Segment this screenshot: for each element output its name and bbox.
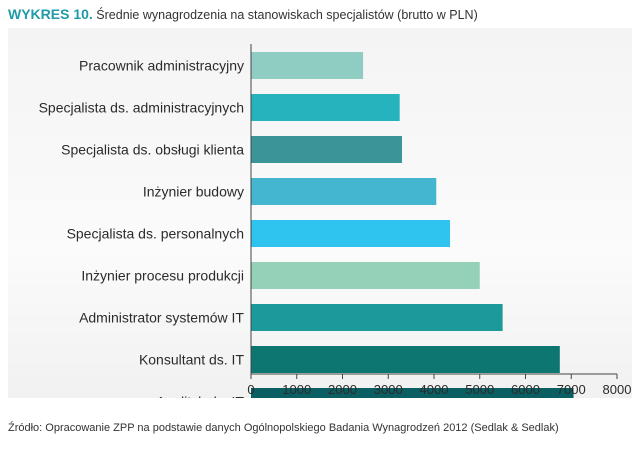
x-tick-label: 3000: [374, 382, 403, 397]
category-label: Specjalista ds. administracyjnych: [39, 100, 244, 116]
bar: [251, 304, 503, 331]
x-tick-label: 1000: [282, 382, 311, 397]
source-note: Źródło: Opracowanie ZPP na podstawie dan…: [8, 422, 559, 434]
x-tick-label: 0: [247, 382, 254, 397]
chart-panel: Pracownik administracyjny Specjalista ds.…: [8, 28, 632, 398]
x-tick-label: 2000: [328, 382, 357, 397]
category-label: Inżynier procesu produkcji: [81, 268, 244, 284]
category-label: Specjalista ds. personalnych: [67, 226, 244, 242]
x-tick-label: 6000: [511, 382, 540, 397]
bar: [251, 178, 437, 205]
category-label: Analityk ds. IT: [156, 394, 244, 399]
x-tick-label: 8000: [603, 382, 632, 397]
bar: [251, 136, 402, 163]
bar: [251, 94, 400, 121]
chart-title-text: Średnie wynagrodzenia na stanowiskach sp…: [96, 8, 478, 22]
category-label: Administrator systemów IT: [79, 310, 244, 326]
category-label: Inżynier budowy: [143, 184, 244, 200]
category-label: Pracownik administracyjny: [79, 58, 244, 74]
bar: [251, 346, 560, 373]
bar: [251, 220, 451, 247]
x-tick-label: 7000: [557, 382, 586, 397]
chart-number: WYKRES 10.: [8, 6, 93, 22]
x-tick-label: 5000: [465, 382, 494, 397]
bar: [251, 388, 574, 398]
category-label: Specjalista ds. obsługi klienta: [61, 142, 244, 158]
bar-chart: Pracownik administracyjny Specjalista ds.…: [39, 44, 632, 399]
bar: [251, 52, 364, 79]
bar: [251, 262, 480, 289]
x-tick-label: 4000: [420, 382, 449, 397]
category-label: Konsultant ds. IT: [139, 352, 245, 368]
chart-title: WYKRES 10. Średnie wynagrodzenia na stan…: [8, 6, 478, 22]
